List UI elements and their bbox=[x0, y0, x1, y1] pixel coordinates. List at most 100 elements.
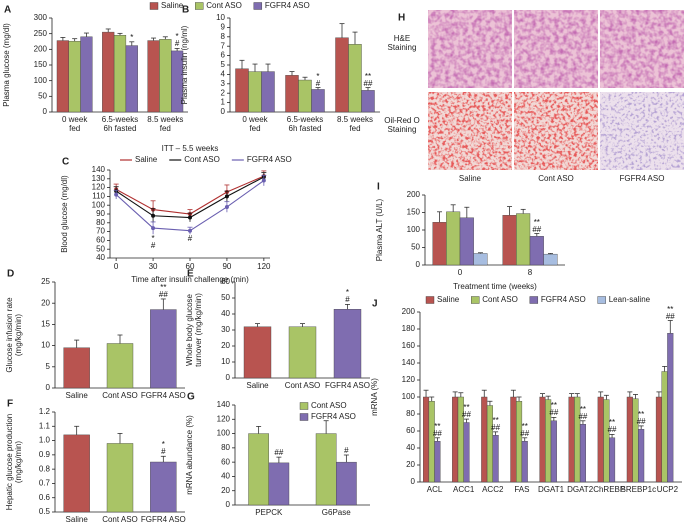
bar bbox=[248, 71, 262, 113]
y-tick-label: 300 bbox=[34, 13, 48, 22]
y-tick-label: 150 bbox=[407, 208, 421, 217]
x-tick-label: ACC2 bbox=[482, 485, 504, 494]
y-tick-label: 5 bbox=[221, 60, 226, 69]
annotation: ** ## bbox=[363, 71, 373, 87]
bar bbox=[638, 429, 645, 483]
bar bbox=[434, 441, 441, 483]
panel-letter: E bbox=[187, 269, 194, 280]
panel-letter: I bbox=[377, 182, 380, 193]
bar bbox=[667, 333, 674, 483]
y-tick-label: 120 bbox=[92, 183, 106, 192]
x-tick-label-box: G6Pase bbox=[322, 508, 351, 517]
chart-title: ITT – 5.5 weeks bbox=[162, 144, 219, 153]
annotation-box: ** ## bbox=[665, 304, 675, 320]
point bbox=[224, 204, 229, 209]
x-tick-label-box: ACL bbox=[427, 485, 443, 494]
y-tick-label: 5 bbox=[46, 362, 51, 371]
row-label-box: Oil-Red O Staining bbox=[384, 116, 420, 134]
x-tick-label: Saline bbox=[65, 515, 88, 524]
bar bbox=[56, 40, 69, 113]
row-label-box: H&E Staining bbox=[387, 34, 417, 52]
x-tick-label: DGAT2 bbox=[567, 485, 594, 494]
x-tick-label-box: PEPCK bbox=[255, 508, 283, 517]
x-tick-label-box: Cont ASO bbox=[102, 391, 138, 400]
x-tick-label: ChREBP bbox=[593, 485, 626, 494]
y-tick-label: 1 bbox=[221, 98, 226, 107]
y-tick-label: 50 bbox=[411, 243, 420, 252]
row-label: H&E Staining bbox=[387, 34, 417, 52]
annotation-box: # bbox=[188, 235, 192, 243]
y-axis-label-box: Blood glucose (mg/dl) bbox=[60, 175, 69, 253]
y-tick-label: 120 bbox=[217, 414, 231, 423]
y-tick-label: 10 bbox=[221, 357, 230, 366]
y-tick-label: 30 bbox=[221, 325, 230, 334]
x-tick-label: PEPCK bbox=[255, 508, 283, 517]
bar bbox=[235, 68, 249, 113]
x-tick-label: 8 bbox=[527, 268, 533, 277]
annotation: ** ## bbox=[462, 403, 471, 419]
annotation-box: ** ## bbox=[532, 218, 541, 233]
y-tick-label: 20 bbox=[406, 460, 415, 469]
y-axis-label-box: Plasma glucose (mg/dl) bbox=[2, 23, 11, 107]
annotation-box: ** ## bbox=[578, 405, 587, 420]
bar bbox=[579, 424, 586, 483]
annotation: ** ## bbox=[158, 282, 168, 298]
column-label: FGFR4 ASO bbox=[619, 174, 665, 183]
y-axis-label: Plasma ALT (U/L) bbox=[375, 198, 384, 262]
x-tick-label: 0 bbox=[114, 262, 119, 271]
bar bbox=[248, 433, 269, 506]
legend-label: Cont ASO bbox=[184, 155, 220, 164]
y-tick-label: 60 bbox=[221, 277, 230, 286]
bar bbox=[243, 326, 272, 379]
annotation-box: * # bbox=[345, 289, 349, 304]
y-tick-label: 1.0 bbox=[39, 436, 51, 445]
legend-swatch bbox=[195, 2, 204, 10]
legend-label: Saline bbox=[161, 1, 184, 10]
bar bbox=[521, 441, 528, 483]
y-tick-label: 0 bbox=[226, 373, 231, 382]
bar bbox=[510, 396, 517, 483]
y-tick-label: 110 bbox=[92, 192, 105, 201]
legend-label: FGFR4 ASO bbox=[541, 295, 586, 304]
bar bbox=[336, 461, 357, 506]
x-tick-label: FGFR4 ASO bbox=[140, 391, 186, 400]
x-tick-label-box: FGFR4 ASO bbox=[141, 515, 186, 524]
y-tick-label: 70 bbox=[96, 227, 105, 236]
bar bbox=[335, 37, 349, 113]
annotation-box: * # bbox=[175, 33, 179, 48]
x-tick-label-box: DGAT2 bbox=[567, 485, 594, 494]
annotation-box: ** ## bbox=[491, 415, 501, 431]
y-axis-label: Blood glucose (mg/dl) bbox=[60, 175, 69, 253]
annotation: ** ## bbox=[491, 415, 501, 431]
legend-label: FGFR4 ASO bbox=[247, 155, 292, 164]
bar bbox=[529, 236, 544, 266]
x-tick-label-box: ACC1 bbox=[453, 485, 474, 494]
bar bbox=[361, 90, 375, 113]
y-tick-label: 0.9 bbox=[39, 450, 51, 459]
bar bbox=[597, 396, 604, 483]
x-tick-label-box: UCP2 bbox=[657, 485, 678, 494]
x-tick-label-box: 6.5-weeks 6h fasted bbox=[102, 115, 138, 133]
x-tick-label-box: Saline bbox=[65, 515, 88, 524]
x-tick-label: 0 bbox=[457, 268, 463, 277]
y-axis-label-box: Glucose infusion rate (mg/kg/min) bbox=[5, 297, 23, 373]
y-tick-label: 90 bbox=[96, 209, 105, 218]
y-tick-label: 40 bbox=[221, 472, 230, 481]
x-tick-label-box: FGFR4 ASO bbox=[325, 381, 370, 390]
x-tick-label: 60 bbox=[186, 262, 195, 271]
legend-label: Cont ASO bbox=[482, 295, 518, 304]
y-tick-label: 20 bbox=[221, 341, 230, 350]
annotation: ** ## bbox=[665, 304, 675, 320]
annotation-box: * bbox=[130, 33, 133, 41]
x-tick-label-box: ChREBP bbox=[593, 485, 626, 494]
bar bbox=[63, 434, 90, 513]
bar bbox=[550, 420, 557, 483]
y-axis-label: Glucose infusion rate (mg/kg/min) bbox=[5, 297, 23, 373]
y-tick-label: 0 bbox=[46, 383, 51, 392]
he-texture bbox=[600, 10, 684, 88]
y-tick-label: 1.2 bbox=[39, 407, 51, 416]
bar bbox=[288, 326, 317, 379]
annotation-box: # bbox=[344, 447, 348, 455]
panel-letter: B bbox=[182, 5, 189, 16]
x-tick-label: Saline bbox=[246, 381, 269, 390]
